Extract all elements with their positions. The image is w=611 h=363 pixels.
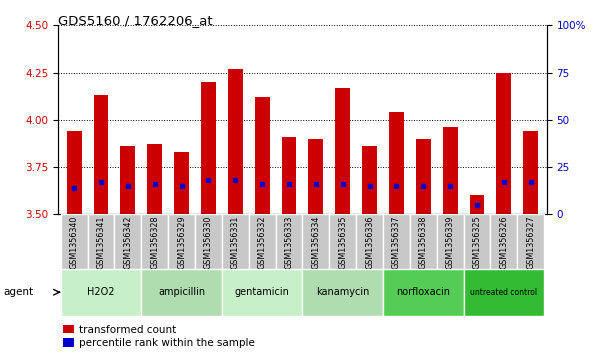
Text: GSM1356326: GSM1356326 [499,216,508,269]
Bar [362,146,377,214]
Text: GDS5160 / 1762206_at: GDS5160 / 1762206_at [58,15,213,28]
Bar [201,82,216,214]
Text: GSM1356339: GSM1356339 [445,216,455,269]
Text: GSM1356333: GSM1356333 [285,216,293,269]
Text: GSM1356341: GSM1356341 [97,216,106,269]
Legend: transformed count, percentile rank within the sample: transformed count, percentile rank withi… [64,325,255,348]
Bar [329,214,356,269]
Bar [60,214,87,269]
Bar [437,214,464,269]
Text: GSM1356337: GSM1356337 [392,216,401,269]
Text: GSM1356340: GSM1356340 [70,216,79,269]
Bar [255,97,269,214]
Text: GSM1356335: GSM1356335 [338,216,347,269]
Bar [228,69,243,214]
Text: agent: agent [3,287,33,297]
Bar [524,131,538,214]
Bar [464,214,491,269]
Bar [443,127,458,214]
Bar [222,269,302,316]
Text: GSM1356332: GSM1356332 [258,216,266,269]
Bar [120,146,135,214]
Bar [518,214,544,269]
Bar [168,214,195,269]
Bar [276,214,302,269]
Text: GSM1356328: GSM1356328 [150,216,159,269]
Bar [383,269,464,316]
Bar [383,214,410,269]
Bar [464,269,544,316]
Bar [302,269,383,316]
Text: GSM1356336: GSM1356336 [365,216,374,269]
Bar [195,214,222,269]
Text: kanamycin: kanamycin [316,287,370,297]
Bar [497,73,511,214]
Bar [470,195,485,214]
Text: GSM1356342: GSM1356342 [123,216,133,269]
Bar [67,131,81,214]
Bar [222,214,249,269]
Bar [174,152,189,214]
Text: ampicillin: ampicillin [158,287,205,297]
Text: GSM1356327: GSM1356327 [526,216,535,269]
Text: GSM1356331: GSM1356331 [231,216,240,269]
Text: norfloxacin: norfloxacin [397,287,450,297]
Bar [335,88,350,214]
Bar [141,269,222,316]
Text: gentamicin: gentamicin [235,287,290,297]
Bar [60,269,141,316]
Text: GSM1356325: GSM1356325 [472,216,481,269]
Text: GSM1356334: GSM1356334 [312,216,320,269]
Text: untreated control: untreated control [470,288,538,297]
Bar [491,214,518,269]
Bar [282,137,296,214]
Bar [356,214,383,269]
Bar [87,214,114,269]
Bar [114,214,141,269]
Bar [93,95,108,214]
Bar [147,144,162,214]
Text: H2O2: H2O2 [87,287,115,297]
Bar [389,112,404,214]
Bar [302,214,329,269]
Bar [410,214,437,269]
Bar [416,139,431,214]
Text: GSM1356338: GSM1356338 [419,216,428,269]
Bar [249,214,276,269]
Text: GSM1356329: GSM1356329 [177,216,186,269]
Text: GSM1356330: GSM1356330 [204,216,213,269]
Bar [309,139,323,214]
Bar [141,214,168,269]
